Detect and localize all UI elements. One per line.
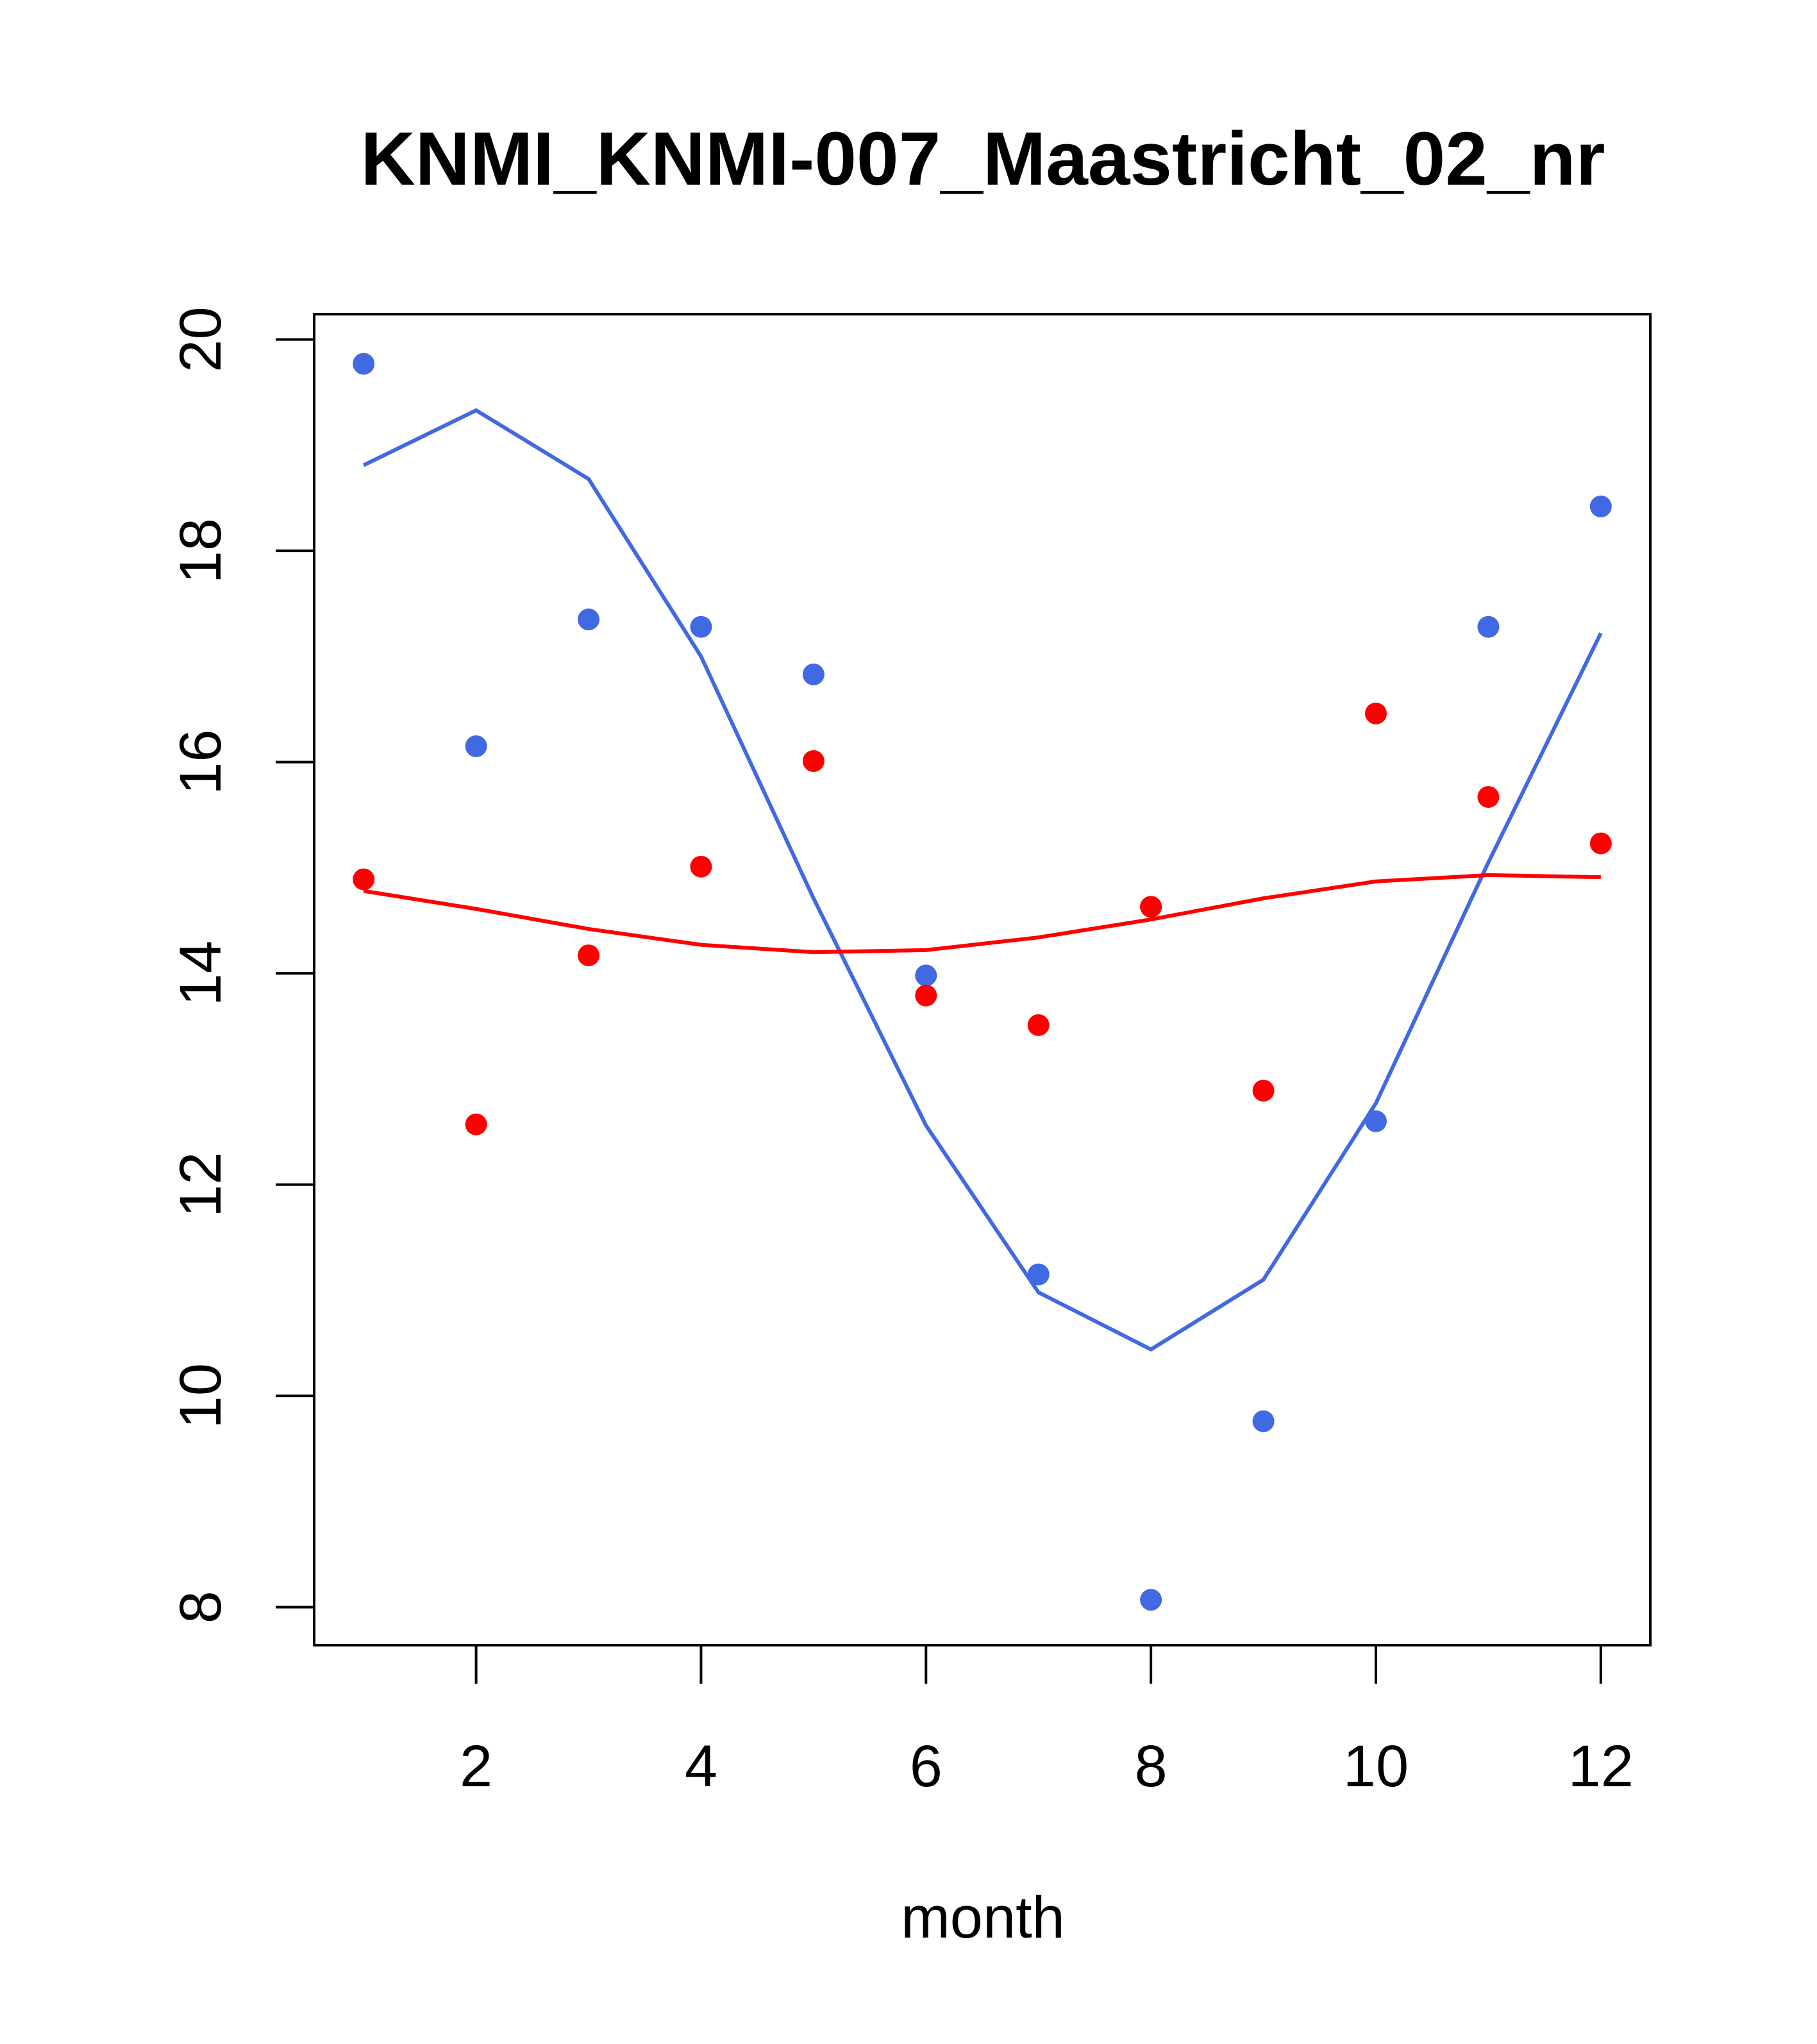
series-2-point	[465, 1113, 487, 1135]
series-2-point	[1140, 896, 1162, 918]
x-axis: 2 4 6 8 10 12	[460, 1644, 1634, 1799]
series-1-line	[362, 408, 1603, 1352]
y-tick-label: 18	[168, 518, 233, 583]
series-1-point	[353, 353, 375, 375]
plot-frame	[313, 313, 1652, 1646]
y-tick-label: 10	[168, 1363, 233, 1428]
series-lines	[362, 408, 1603, 1352]
series-1-point	[1252, 1410, 1275, 1432]
series-1-point	[802, 663, 825, 685]
series-2-line	[363, 873, 1601, 955]
series-2-point	[690, 855, 712, 878]
y-tick-label: 8	[168, 1591, 233, 1623]
series-2-point	[1477, 785, 1500, 808]
series-2-point	[802, 750, 825, 772]
series-1-point	[465, 735, 487, 757]
x-tick-label: 2	[460, 1734, 492, 1799]
series-1-point	[578, 608, 600, 631]
y-tick-label: 16	[168, 729, 233, 794]
series-2-point	[915, 984, 937, 1007]
series-1-point	[1477, 616, 1500, 638]
series-1-point	[1589, 495, 1612, 517]
series-points	[353, 353, 1612, 1611]
series-1-point	[1140, 1589, 1162, 1611]
x-tick-label: 8	[1135, 1734, 1168, 1799]
x-tick-label: 4	[685, 1734, 717, 1799]
y-tick-label: 12	[168, 1152, 233, 1217]
series-2-point	[1364, 702, 1387, 725]
series-2-point	[1589, 832, 1612, 855]
series-2-point	[1252, 1080, 1275, 1102]
series-2-point	[578, 944, 600, 967]
series-2-point	[1027, 1014, 1050, 1036]
series-1-point	[915, 964, 937, 987]
x-tick-label: 12	[1568, 1734, 1634, 1799]
series-1-point	[1364, 1110, 1387, 1132]
y-axis: 8 10 12 14 16 18 20	[168, 306, 315, 1623]
series-1-point	[690, 616, 712, 638]
x-tick-label: 6	[910, 1734, 942, 1799]
y-tick-label: 14	[168, 941, 233, 1006]
series-2-point	[353, 868, 375, 891]
series-1-point	[1027, 1263, 1050, 1286]
x-tick-label: 10	[1343, 1734, 1409, 1799]
y-tick-label: 20	[168, 306, 233, 372]
chart-title: KNMI_KNMI-007_Maastricht_02_nr	[360, 117, 1605, 201]
x-axis-label: month	[901, 1885, 1065, 1950]
